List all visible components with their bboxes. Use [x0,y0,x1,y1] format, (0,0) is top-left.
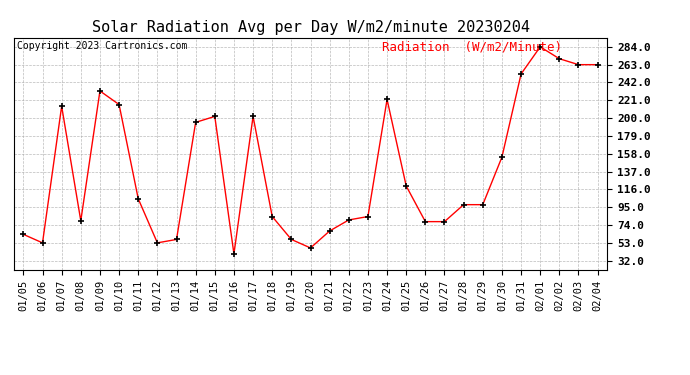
Text: Copyright 2023 Cartronics.com: Copyright 2023 Cartronics.com [17,41,187,51]
Title: Solar Radiation Avg per Day W/m2/minute 20230204: Solar Radiation Avg per Day W/m2/minute … [92,20,529,35]
Text: Radiation  (W/m2/Minute): Radiation (W/m2/Minute) [382,41,562,54]
